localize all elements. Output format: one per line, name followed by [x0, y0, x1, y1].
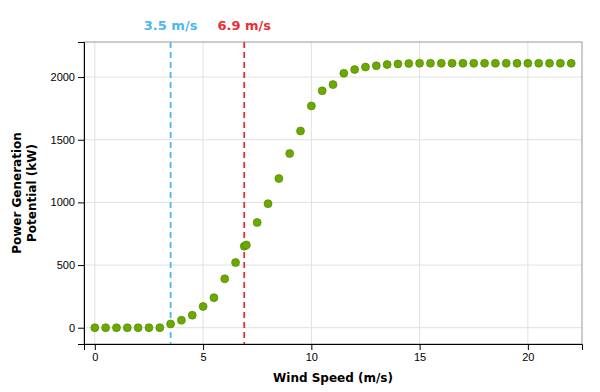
point: [340, 69, 348, 77]
reference-line: [170, 42, 172, 344]
point: [351, 66, 359, 74]
tick-mark: [78, 328, 84, 329]
y-axis: 0 500 1000 1500 2000: [51, 43, 85, 345]
point: [286, 150, 294, 158]
grid-line: [84, 265, 582, 266]
point: [394, 60, 402, 68]
point: [513, 59, 521, 67]
point: [372, 62, 380, 70]
grid-line: [84, 202, 582, 203]
tick-label: 15: [414, 351, 426, 363]
point: [199, 302, 207, 310]
tick-label: 500: [57, 259, 75, 271]
tick-label: 1500: [51, 134, 75, 146]
marks: [91, 42, 575, 344]
point: [112, 324, 120, 332]
reference-line: [243, 42, 245, 344]
point: [307, 102, 315, 110]
point: [491, 59, 499, 67]
tick-label: 5: [201, 351, 207, 363]
tick-mark: [78, 140, 84, 141]
y-axis-title: Power GenerationPotential (kW): [10, 132, 39, 254]
tick-mark: [528, 344, 529, 350]
point: [481, 59, 489, 67]
tick: 15: [414, 344, 426, 363]
grid-line: [527, 42, 528, 344]
point: [535, 59, 543, 67]
plot: 0 5 10 15 20 0 500 1000 1500 2000 3.5 m/s 6.9 m/s Wi…: [10, 18, 583, 385]
tick-mark: [95, 344, 96, 350]
point: [91, 324, 99, 332]
point: [156, 324, 164, 332]
tick: 500: [57, 259, 84, 271]
tick-label: 2000: [51, 71, 75, 83]
grid-line: [94, 42, 95, 344]
annotation-label: 6.9 m/s: [217, 18, 271, 33]
point: [123, 324, 131, 332]
point: [275, 175, 283, 183]
tick-label: 1000: [51, 196, 75, 208]
point: [318, 87, 326, 95]
point: [459, 59, 467, 67]
grid-line: [84, 139, 582, 140]
point: [361, 63, 369, 71]
tick: 5: [201, 344, 207, 363]
point: [524, 59, 532, 67]
point: [546, 59, 554, 67]
tick: 1500: [51, 134, 84, 146]
point: [416, 59, 424, 67]
point: [264, 200, 272, 208]
x-axis: 0 5 10 15 20: [85, 344, 583, 363]
point: [102, 324, 110, 332]
plot-frame: [84, 42, 582, 344]
tick: 0: [69, 322, 84, 334]
tick-mark: [78, 202, 84, 203]
point: [188, 311, 196, 319]
point: [232, 259, 240, 267]
axis-domain: [85, 345, 583, 351]
point: [167, 320, 175, 328]
tick: 0: [92, 344, 98, 363]
tick: 20: [522, 344, 534, 363]
tick-label: 0: [69, 322, 75, 334]
tick-mark: [420, 344, 421, 350]
tick: 2000: [51, 71, 84, 83]
tick-label: 10: [306, 351, 318, 363]
point: [437, 59, 445, 67]
grid-line: [311, 42, 312, 344]
point: [329, 81, 337, 89]
point: [242, 241, 250, 249]
point: [210, 294, 218, 302]
tick-mark: [311, 344, 312, 350]
point: [145, 324, 153, 332]
point: [556, 59, 564, 67]
x-axis-title: Wind Speed (m/s): [273, 371, 393, 385]
point: [567, 59, 575, 67]
point: [426, 59, 434, 67]
tick: 1000: [51, 196, 84, 208]
tick-label: 20: [522, 351, 534, 363]
grid-line: [203, 42, 204, 344]
tick-label: 0: [92, 351, 98, 363]
tick-mark: [78, 265, 84, 266]
point: [221, 275, 229, 283]
chart: 0 5 10 15 20 0 500 1000 1500 2000 3.5 m/s 6.9 m/s Wi…: [0, 0, 600, 392]
point: [502, 59, 510, 67]
point: [177, 316, 185, 324]
grid-line: [419, 42, 420, 344]
point: [383, 61, 391, 69]
annotation-label: 3.5 m/s: [144, 18, 198, 33]
point: [297, 127, 305, 135]
point: [253, 218, 261, 226]
point: [134, 324, 142, 332]
tick-mark: [203, 344, 204, 350]
grid: [84, 42, 582, 344]
tick-mark: [78, 77, 84, 78]
point: [470, 59, 478, 67]
point: [405, 60, 413, 68]
point: [448, 59, 456, 67]
grid-line: [84, 77, 582, 78]
axis-domain: [78, 43, 85, 345]
tick: 10: [306, 344, 318, 363]
